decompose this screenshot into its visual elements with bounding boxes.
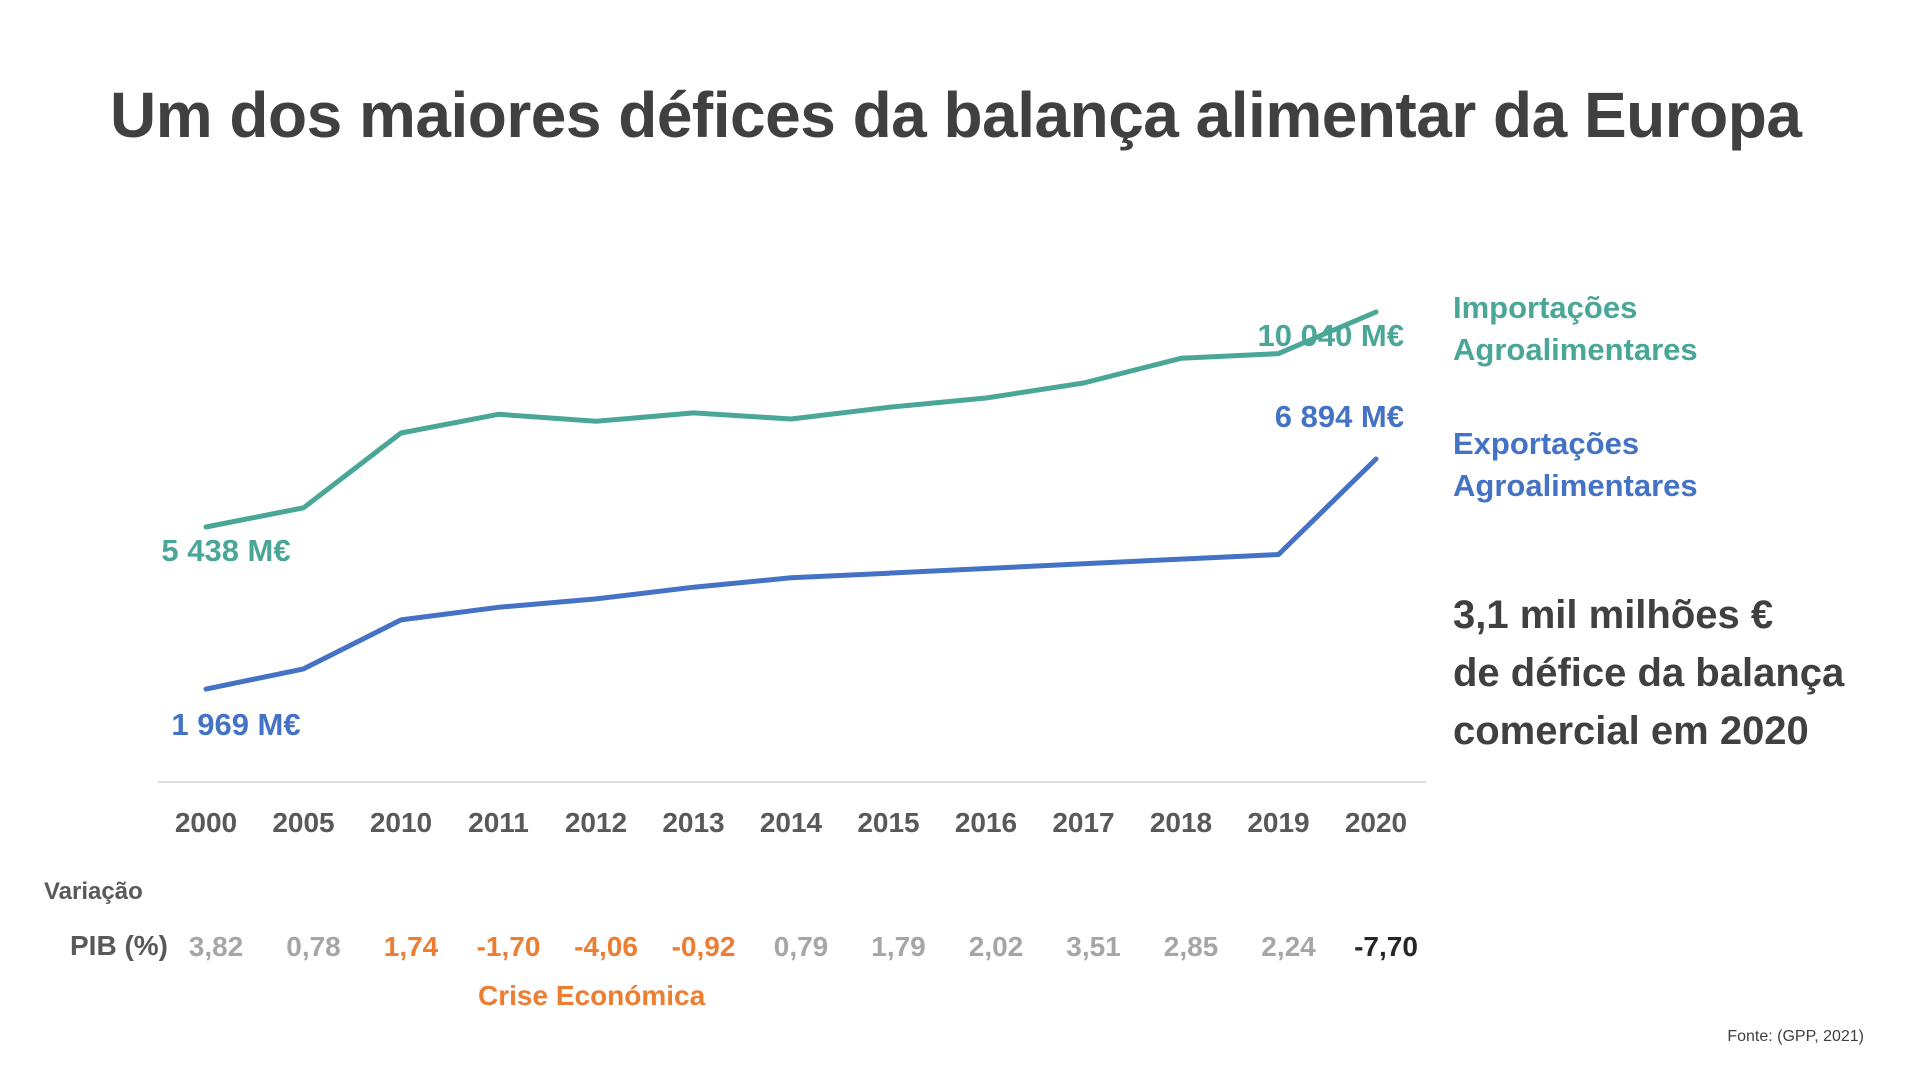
chart-title: Um dos maiores défices da balança alimen…: [110, 79, 1802, 151]
pib-value: 2,02: [969, 931, 1024, 962]
pib-values: 3,82 0,78 1,74 -1,70 -4,06 -0,92 0,79 1,79 2,02 3…: [189, 931, 1418, 962]
series-layer: [203, 309, 1379, 692]
pib-value: -7,70: [1354, 931, 1418, 962]
pib-value: 3,82: [189, 931, 244, 962]
x-tick-label: 2011: [468, 807, 529, 838]
x-tick-label: 2018: [1150, 807, 1212, 838]
imports-series-line: [203, 309, 1379, 530]
pib-value: -1,70: [477, 931, 541, 962]
callout-line3: comercial em 2020: [1453, 709, 1809, 753]
data-labels: 5 438 M€ 10 040 M€ 1 969 M€ 6 894 M€: [161, 318, 1404, 742]
pib-value: -4,06: [574, 931, 638, 962]
x-tick-label: 2000: [175, 807, 237, 838]
pib-variation-label: Variação: [44, 878, 143, 905]
x-tick-label: 2016: [955, 807, 1017, 838]
pib-value: 2,85: [1164, 931, 1219, 962]
exports-series-line: [203, 456, 1379, 692]
pib-value: 1,74: [384, 931, 439, 962]
x-tick-label: 2013: [662, 807, 724, 838]
x-tick-label: 2012: [565, 807, 627, 838]
data-label-imports-end: 10 040 M€: [1258, 318, 1405, 353]
x-tick-label: 2020: [1345, 807, 1407, 838]
crisis-label: Crise Económica: [478, 980, 706, 1011]
callout-line2: de défice da balança: [1453, 651, 1845, 695]
legend-exports-line1: Exportações: [1453, 426, 1640, 461]
pib-value: 1,79: [871, 931, 926, 962]
data-label-exports-end: 6 894 M€: [1275, 399, 1404, 434]
x-tick-label: 2019: [1247, 807, 1309, 838]
x-tick-label: 2010: [370, 807, 432, 838]
legend-exports: Exportações Agroalimentares: [1453, 423, 1698, 507]
pib-value: 3,51: [1066, 931, 1121, 962]
callout-line1: 3,1 mil milhões €: [1453, 593, 1774, 637]
x-tick-labels: 2000 2005 2010 2011 2012 2013 2014 2015 2016 2017…: [175, 807, 1407, 838]
deficit-callout: 3,1 mil milhões € de défice da balança c…: [1453, 586, 1844, 760]
x-tick-label: 2017: [1052, 807, 1114, 838]
pib-value: 0,78: [286, 931, 341, 962]
source-note: Fonte: (GPP, 2021): [1727, 1028, 1864, 1045]
legend-imports: Importações Agroalimentares: [1453, 287, 1698, 371]
pib-value: -0,92: [672, 931, 736, 962]
data-label-imports-start: 5 438 M€: [161, 533, 290, 568]
pib-value: 0,79: [774, 931, 829, 962]
legend-imports-line2: Agroalimentares: [1453, 332, 1698, 367]
x-tick-label: 2005: [272, 807, 334, 838]
data-label-exports-start: 1 969 M€: [171, 707, 300, 742]
legend-exports-line2: Agroalimentares: [1453, 468, 1698, 503]
pib-label: PIB (%): [70, 930, 168, 961]
legend-imports-line1: Importações: [1453, 290, 1638, 325]
x-tick-label: 2015: [857, 807, 919, 838]
x-tick-label: 2014: [760, 807, 823, 838]
pib-value: 2,24: [1261, 931, 1316, 962]
